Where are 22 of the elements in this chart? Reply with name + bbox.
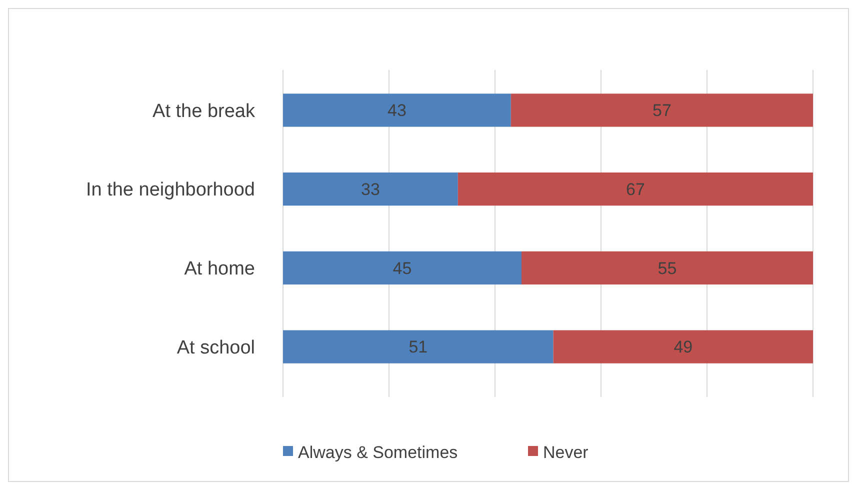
- data-label: 55: [658, 258, 677, 278]
- data-label: 51: [408, 338, 428, 357]
- bar: [283, 172, 458, 206]
- y-tick-label: At school: [176, 337, 255, 358]
- bar: [553, 330, 813, 364]
- bar: [283, 94, 511, 127]
- bar: [522, 251, 813, 284]
- legend-label: Always & Sometimes: [298, 442, 458, 462]
- legend-label: Never: [543, 442, 589, 462]
- bar: [283, 251, 522, 284]
- data-label: 33: [360, 180, 380, 200]
- data-label: 45: [392, 258, 412, 278]
- y-tick-label: In the neighborhood: [86, 180, 255, 201]
- data-label: 43: [387, 101, 406, 120]
- y-tick-label: At home: [184, 258, 255, 280]
- data-label: 67: [626, 180, 645, 200]
- bar: [283, 330, 554, 364]
- data-label: 49: [674, 338, 693, 357]
- y-tick-label: At the break: [152, 100, 256, 122]
- data-label: 57: [652, 101, 672, 120]
- bar: [510, 94, 813, 127]
- bar: [458, 172, 813, 206]
